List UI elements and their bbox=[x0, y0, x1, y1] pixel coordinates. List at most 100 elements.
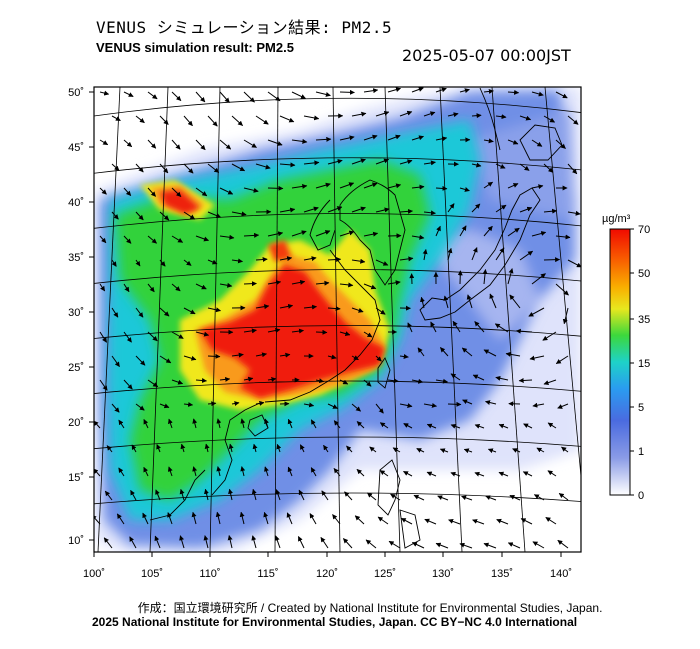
wind-arrow bbox=[390, 493, 401, 501]
lat-label-35: 35˚ bbox=[68, 252, 84, 264]
wind-arrow bbox=[531, 184, 544, 190]
wind-arrow bbox=[179, 488, 185, 501]
wind-arrow bbox=[327, 206, 343, 213]
wind-arrow bbox=[147, 379, 159, 388]
wind-arrow bbox=[123, 283, 130, 293]
wind-arrow bbox=[522, 471, 533, 477]
wind-arrow bbox=[532, 541, 545, 549]
wind-arrow bbox=[558, 492, 569, 501]
wind-arrow bbox=[379, 469, 389, 477]
latitude-labels: 50˚ 45˚ 40˚ 35˚ 30˚ 25˚ 20˚ 15˚ 10˚ bbox=[68, 87, 84, 547]
credit-line: 作成：国立環境研究所 / Created by National Institu… bbox=[137, 601, 603, 615]
wind-arrow bbox=[363, 134, 378, 141]
wind-arrow bbox=[207, 115, 218, 127]
wind-arrow bbox=[346, 445, 353, 453]
wind-arrow bbox=[118, 467, 125, 477]
wind-arrow bbox=[498, 423, 509, 429]
wind-arrow bbox=[495, 114, 507, 120]
wind-arrow bbox=[375, 259, 389, 266]
wind-arrow bbox=[472, 374, 485, 381]
wind-arrow bbox=[462, 399, 473, 405]
colorbar-tick-50: 50 bbox=[638, 268, 650, 280]
wind-arrow bbox=[135, 403, 145, 411]
wind-arrow bbox=[483, 542, 497, 549]
wind-arrow bbox=[399, 354, 409, 359]
wind-arrow bbox=[263, 511, 269, 525]
wind-arrow bbox=[156, 444, 161, 453]
wind-arrow bbox=[243, 187, 259, 193]
wind-arrow bbox=[471, 203, 481, 213]
wind-arrow bbox=[557, 539, 569, 549]
wind-arrow bbox=[351, 111, 367, 117]
wind-arrow bbox=[303, 256, 317, 262]
forecast-timestamp: 2025-05-07 00:00JST bbox=[402, 46, 571, 65]
wind-arrow bbox=[315, 182, 331, 189]
wind-arrow bbox=[519, 206, 533, 213]
wind-arrow bbox=[423, 402, 437, 408]
wind-arrow bbox=[447, 112, 459, 118]
colorbar-unit: µg/m³ bbox=[602, 213, 631, 225]
wind-arrow bbox=[531, 273, 546, 285]
wind-arrow bbox=[195, 331, 210, 337]
wind-arrow bbox=[471, 247, 478, 261]
map-frame bbox=[93, 86, 582, 553]
wind-arrow bbox=[171, 187, 182, 197]
frame-ticks bbox=[89, 91, 562, 557]
wind-arrow bbox=[207, 401, 217, 407]
wind-arrow bbox=[275, 489, 281, 501]
lat-label-10: 10˚ bbox=[68, 535, 84, 547]
wind-arrow bbox=[195, 187, 208, 197]
wind-arrow bbox=[555, 139, 566, 149]
lon-label-140: 140˚ bbox=[550, 568, 572, 580]
wind-arrow bbox=[403, 423, 413, 429]
wind-arrow bbox=[542, 331, 557, 341]
wind-arrow bbox=[106, 445, 113, 453]
wind-arrow bbox=[279, 162, 296, 168]
wind-arrow bbox=[143, 466, 149, 477]
wind-arrow bbox=[267, 231, 284, 237]
wind-arrow bbox=[483, 225, 493, 237]
wind-arrow bbox=[411, 135, 424, 141]
wind-arrow bbox=[483, 349, 497, 357]
wind-arrow bbox=[231, 211, 247, 217]
wind-arrow bbox=[495, 247, 505, 261]
wind-arrow bbox=[291, 183, 308, 189]
wind-arrow bbox=[251, 535, 257, 549]
wind-arrow bbox=[327, 403, 338, 409]
wind-arrow bbox=[291, 91, 306, 99]
wind-arrow bbox=[387, 280, 401, 286]
wind-arrow bbox=[531, 231, 547, 237]
wind-arrow bbox=[507, 139, 519, 145]
wind-arrow bbox=[243, 139, 257, 148]
wind-arrow bbox=[123, 139, 133, 148]
wind-arrow bbox=[435, 136, 448, 142]
wind-arrow bbox=[533, 494, 545, 501]
wind-arrow bbox=[435, 225, 441, 237]
wind-arrow bbox=[243, 232, 260, 238]
wind-arrow bbox=[375, 207, 390, 213]
lon-label-115: 115˚ bbox=[257, 568, 278, 580]
wind-arrow bbox=[369, 446, 377, 453]
wind-arrow bbox=[123, 235, 132, 244]
wind-arrow bbox=[387, 87, 401, 93]
wind-arrow bbox=[519, 115, 532, 121]
wind-arrow bbox=[142, 512, 149, 525]
wind-arrow bbox=[267, 280, 282, 286]
wind-arrow bbox=[191, 511, 197, 525]
wind-arrow bbox=[365, 539, 377, 549]
wind-arrow bbox=[555, 234, 571, 240]
wind-arrow bbox=[356, 421, 365, 429]
wind-arrow bbox=[207, 211, 222, 218]
wind-arrow bbox=[287, 418, 293, 429]
wind-arrow bbox=[413, 494, 425, 501]
wind-arrow bbox=[495, 375, 509, 381]
wind-arrow bbox=[279, 115, 295, 123]
wind-arrow bbox=[216, 418, 222, 429]
wind-arrow bbox=[567, 210, 581, 216]
wind-arrow bbox=[99, 379, 108, 391]
wind-arrow bbox=[171, 331, 184, 339]
wind-arrow bbox=[99, 90, 110, 96]
wind-arrow bbox=[183, 115, 193, 127]
colorbar-tick-1: 1 bbox=[638, 446, 644, 458]
license-line: 2025 National Institute for Environmenta… bbox=[92, 615, 578, 629]
